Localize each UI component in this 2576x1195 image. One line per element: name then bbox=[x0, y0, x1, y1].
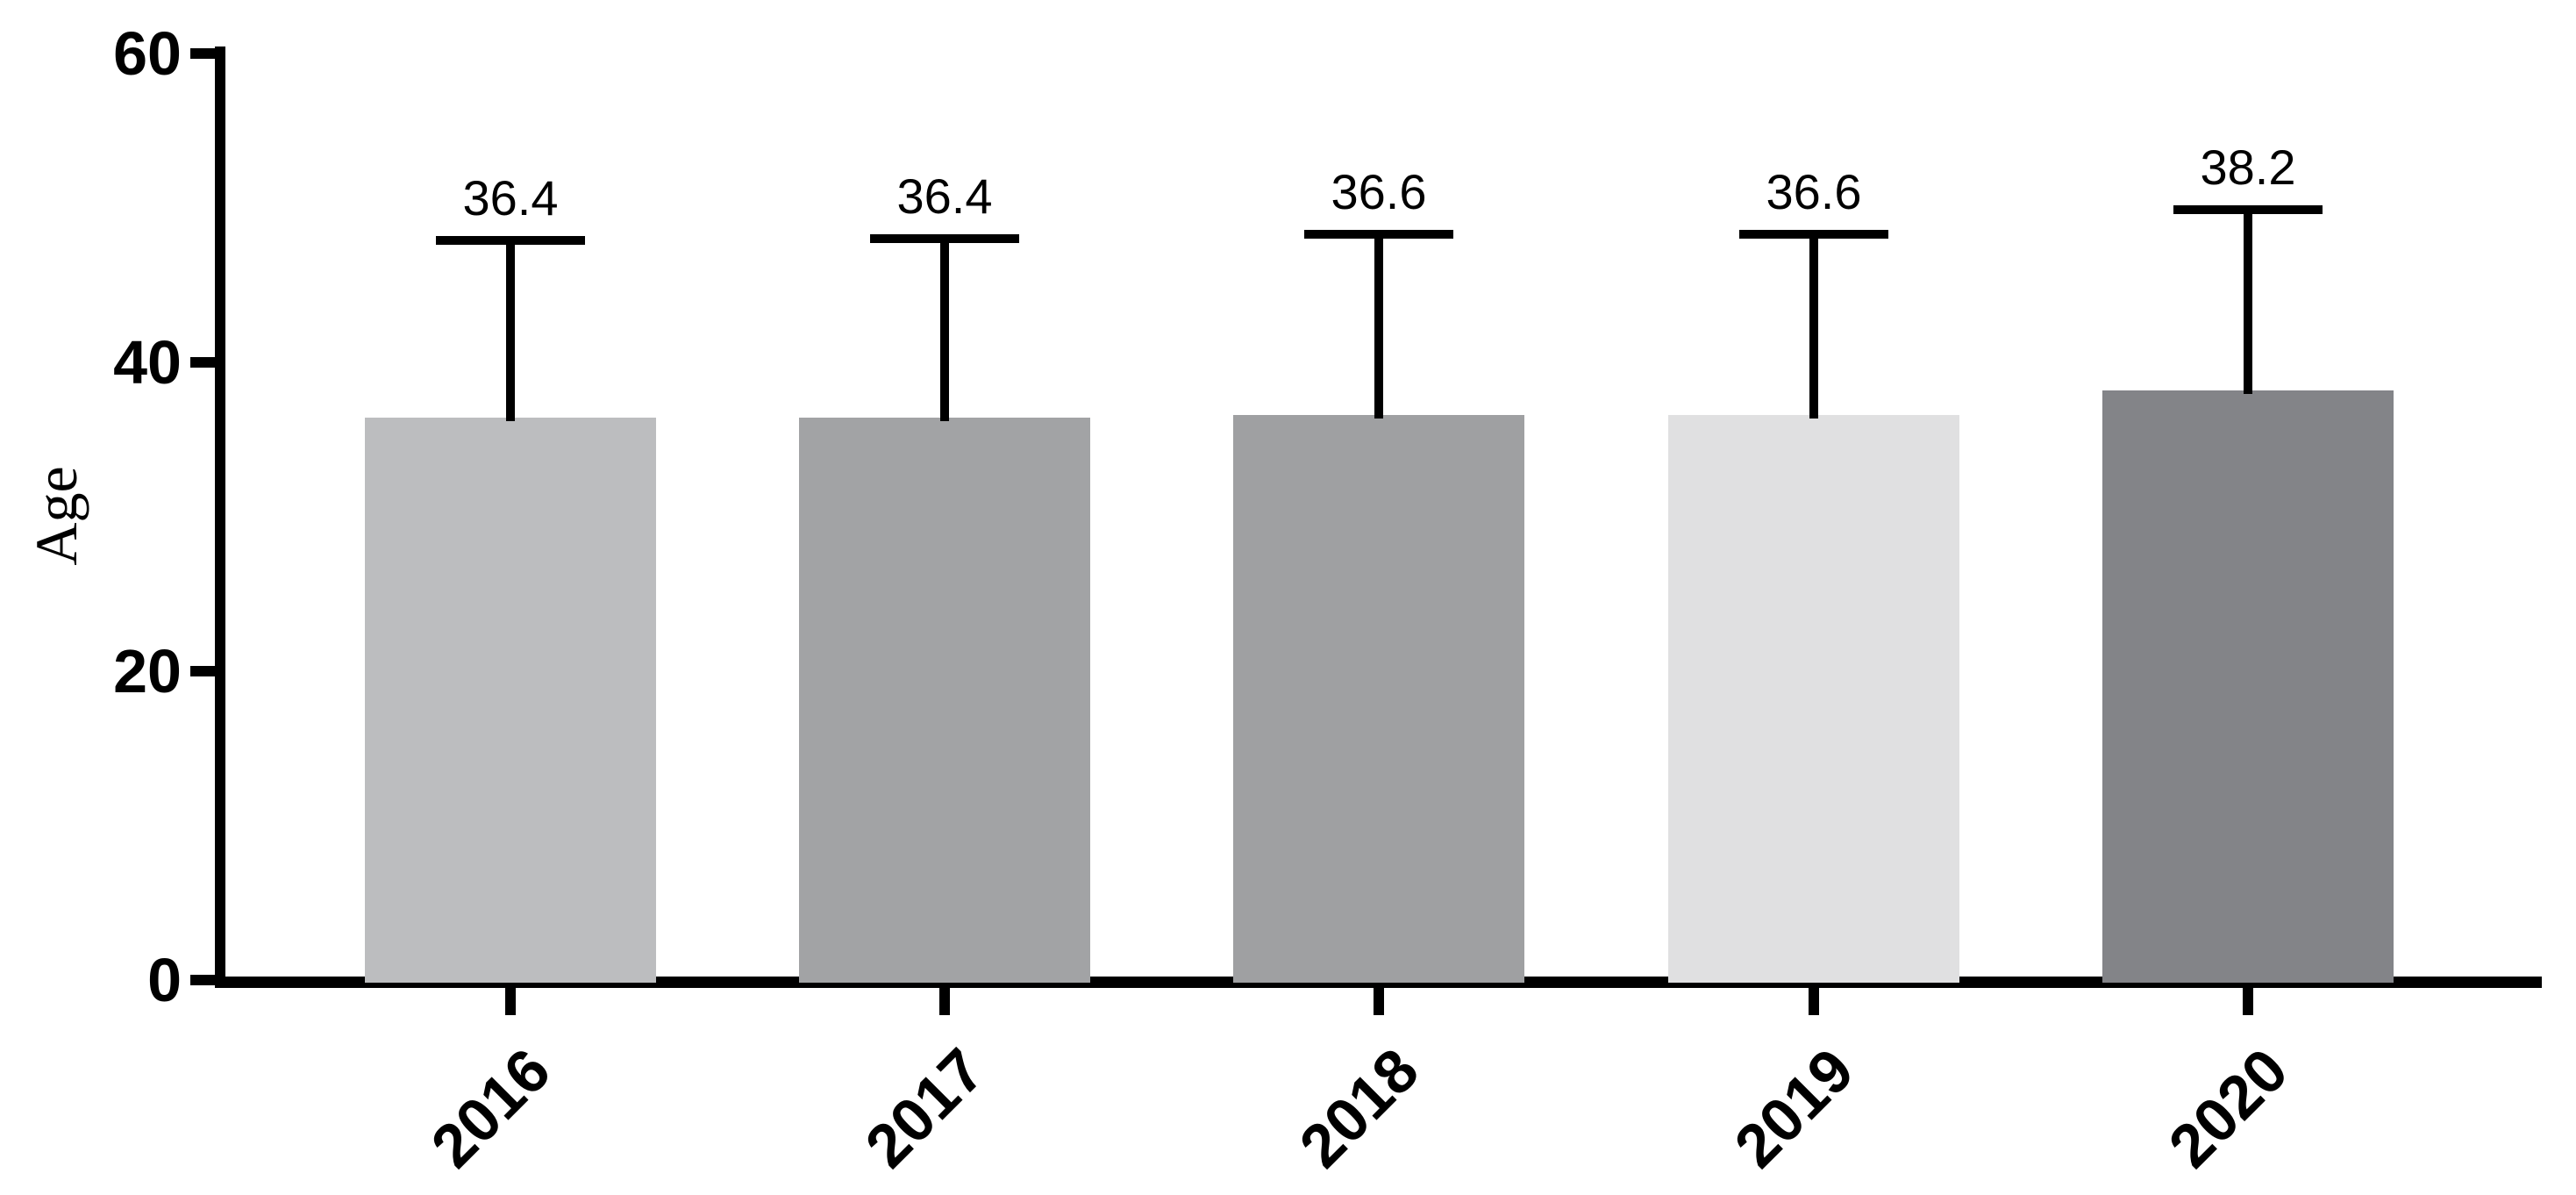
y-tick-label: 0 bbox=[147, 946, 182, 1014]
y-axis-title: Age bbox=[23, 466, 89, 566]
y-tick-mark bbox=[190, 666, 217, 676]
error-bar-cap bbox=[870, 234, 1019, 243]
bar-value-label: 38.2 bbox=[2200, 140, 2296, 195]
x-tick-label-2020: 2020 bbox=[2156, 1035, 2301, 1181]
y-tick-label: 20 bbox=[113, 637, 182, 705]
bar-2018 bbox=[1233, 415, 1524, 983]
y-tick-mark bbox=[190, 48, 217, 59]
error-bar-cap bbox=[2173, 205, 2323, 214]
bar-value-label: 36.6 bbox=[1766, 164, 1862, 219]
error-bar-line bbox=[1374, 234, 1383, 419]
x-tick-mark bbox=[2243, 988, 2253, 1015]
bar-value-label: 36.6 bbox=[1331, 164, 1427, 219]
x-tick-mark bbox=[1374, 988, 1384, 1015]
error-bar-line bbox=[1809, 234, 1818, 419]
x-tick-label-2017: 2017 bbox=[853, 1035, 998, 1181]
x-tick-mark bbox=[1809, 988, 1819, 1015]
bar-2016 bbox=[365, 418, 656, 983]
bar-value-label: 36.4 bbox=[462, 170, 559, 225]
error-bar-line bbox=[2244, 210, 2252, 394]
error-bar-cap bbox=[1304, 230, 1453, 239]
bar-2019 bbox=[1668, 415, 1959, 983]
x-tick-label-2018: 2018 bbox=[1287, 1035, 1432, 1181]
y-tick-label: 40 bbox=[113, 328, 182, 397]
error-bar-cap bbox=[436, 236, 585, 245]
y-tick-mark bbox=[190, 975, 217, 985]
y-tick-mark bbox=[190, 357, 217, 368]
x-tick-mark bbox=[505, 988, 516, 1015]
y-axis-line bbox=[215, 47, 225, 988]
error-bar-cap bbox=[1739, 230, 1888, 239]
bar-value-label: 36.4 bbox=[896, 168, 993, 224]
bar-2017 bbox=[799, 418, 1090, 983]
x-tick-label-2016: 2016 bbox=[418, 1035, 564, 1181]
x-tick-label-2019: 2019 bbox=[1722, 1035, 1867, 1181]
error-bar-line bbox=[506, 240, 515, 421]
x-tick-mark bbox=[939, 988, 950, 1015]
y-tick-label: 60 bbox=[113, 19, 182, 88]
bar-2020 bbox=[2102, 390, 2394, 983]
error-bar-line bbox=[940, 239, 949, 421]
